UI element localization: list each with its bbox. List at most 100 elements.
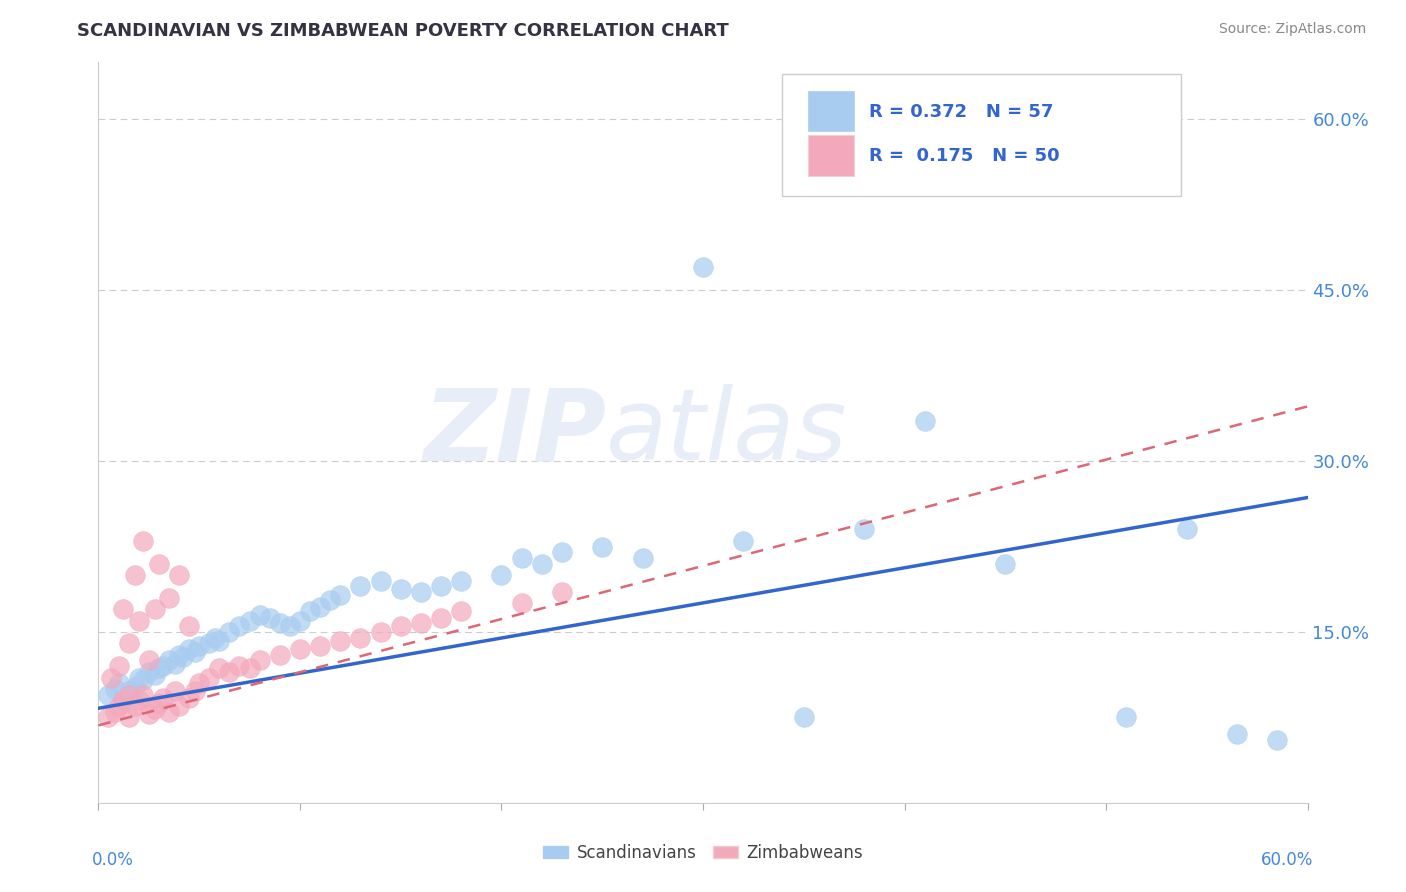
Point xyxy=(118,688,141,702)
Point xyxy=(389,619,412,633)
Text: 60.0%: 60.0% xyxy=(1261,851,1313,869)
Point xyxy=(143,668,166,682)
Point xyxy=(510,550,533,565)
Point xyxy=(198,671,221,685)
Point xyxy=(138,665,160,679)
Point xyxy=(124,680,146,694)
Point xyxy=(128,614,150,628)
Point xyxy=(111,693,134,707)
Point xyxy=(278,619,301,633)
Point xyxy=(152,659,174,673)
Point xyxy=(179,642,201,657)
Point xyxy=(309,639,332,653)
Point xyxy=(450,574,472,588)
Point xyxy=(491,568,513,582)
Point xyxy=(510,597,533,611)
FancyBboxPatch shape xyxy=(782,73,1181,195)
Point xyxy=(591,540,613,554)
Point xyxy=(111,602,134,616)
Point xyxy=(1226,727,1249,741)
Point xyxy=(208,661,231,675)
Point xyxy=(97,688,120,702)
Point xyxy=(132,688,155,702)
Point xyxy=(1054,146,1077,161)
Text: SCANDINAVIAN VS ZIMBABWEAN POVERTY CORRELATION CHART: SCANDINAVIAN VS ZIMBABWEAN POVERTY CORRE… xyxy=(77,22,730,40)
Point xyxy=(853,523,876,537)
Point xyxy=(163,684,186,698)
Point xyxy=(167,648,190,662)
Point xyxy=(103,705,125,719)
Point xyxy=(143,702,166,716)
Point xyxy=(152,691,174,706)
Point xyxy=(143,602,166,616)
Point xyxy=(551,585,574,599)
Point xyxy=(269,648,291,662)
Point xyxy=(793,710,815,724)
Point xyxy=(107,698,129,713)
Point xyxy=(1175,523,1198,537)
Point xyxy=(167,568,190,582)
Point xyxy=(349,579,371,593)
Point xyxy=(132,533,155,548)
Point xyxy=(111,693,134,707)
Point xyxy=(107,659,129,673)
Point xyxy=(259,611,281,625)
Point xyxy=(128,671,150,685)
Bar xyxy=(808,91,855,131)
Point xyxy=(163,657,186,671)
Point xyxy=(218,665,240,679)
Point xyxy=(198,636,221,650)
Bar xyxy=(808,135,855,176)
Point xyxy=(204,631,226,645)
Point xyxy=(430,611,453,625)
Point xyxy=(179,691,201,706)
Point xyxy=(329,634,352,648)
Point xyxy=(239,614,262,628)
Point xyxy=(184,645,207,659)
Point xyxy=(288,614,311,628)
Point xyxy=(157,705,180,719)
Point xyxy=(138,653,160,667)
Point xyxy=(409,615,432,630)
Point xyxy=(299,604,322,618)
Point xyxy=(124,568,146,582)
Point xyxy=(994,557,1017,571)
Point xyxy=(218,624,240,639)
Point xyxy=(409,585,432,599)
Point xyxy=(329,589,352,603)
Text: R =  0.175   N = 50: R = 0.175 N = 50 xyxy=(869,147,1059,165)
Point xyxy=(157,653,180,667)
Point xyxy=(97,710,120,724)
Point xyxy=(692,260,714,275)
Legend: Scandinavians, Zimbabweans: Scandinavians, Zimbabweans xyxy=(537,838,869,869)
Text: atlas: atlas xyxy=(606,384,848,481)
Point xyxy=(239,661,262,675)
Point xyxy=(319,593,342,607)
Point xyxy=(148,557,170,571)
Point xyxy=(249,607,271,622)
Point xyxy=(184,684,207,698)
Text: ZIP: ZIP xyxy=(423,384,606,481)
Point xyxy=(530,557,553,571)
Text: 0.0%: 0.0% xyxy=(93,851,134,869)
Point xyxy=(249,653,271,667)
Text: Source: ZipAtlas.com: Source: ZipAtlas.com xyxy=(1219,22,1367,37)
Point xyxy=(551,545,574,559)
Point xyxy=(430,579,453,593)
Point xyxy=(208,634,231,648)
Point xyxy=(269,615,291,630)
Point xyxy=(733,533,755,548)
Text: R = 0.372   N = 57: R = 0.372 N = 57 xyxy=(869,103,1053,121)
Point xyxy=(124,698,146,713)
Point xyxy=(118,636,141,650)
Point xyxy=(450,604,472,618)
Point xyxy=(370,624,392,639)
Point xyxy=(172,650,194,665)
Point xyxy=(148,661,170,675)
Point xyxy=(1267,733,1289,747)
Point xyxy=(349,631,371,645)
Point xyxy=(167,698,190,713)
Point xyxy=(370,574,392,588)
Point xyxy=(118,710,141,724)
Point xyxy=(148,696,170,710)
